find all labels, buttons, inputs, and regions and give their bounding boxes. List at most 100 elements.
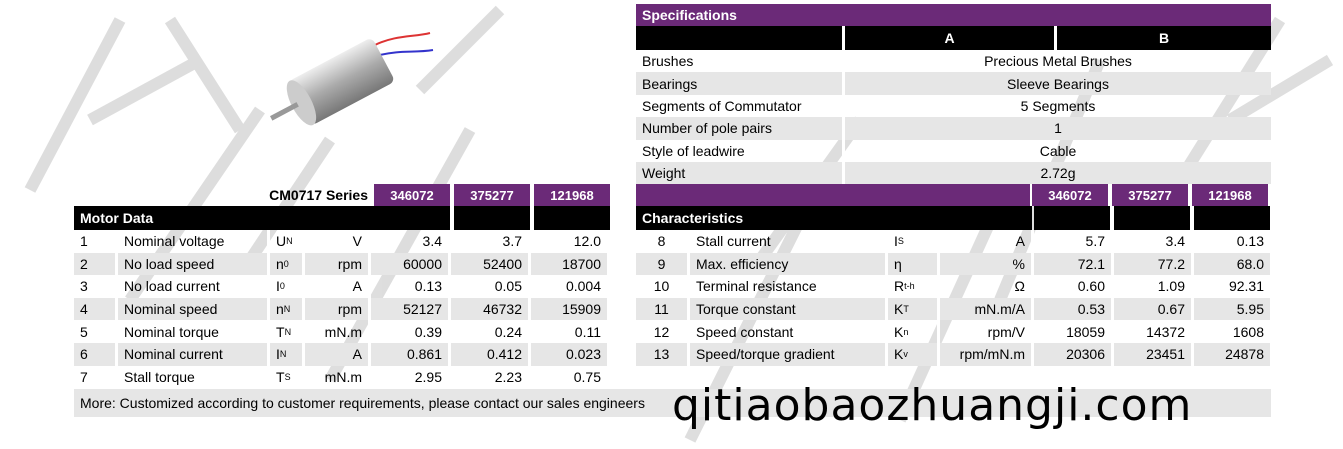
symbol-subscript: 0: [283, 258, 289, 269]
section-title: Characteristics: [636, 206, 1032, 230]
parameter-name: Nominal torque: [118, 320, 270, 343]
value: 20306: [1034, 343, 1114, 366]
table-row: 2 No load speed n 0 rpm 60000 52400 18700: [74, 252, 607, 276]
value: 12.0: [573, 233, 601, 250]
note-row: More: Customized according to customer r…: [74, 389, 1271, 417]
spec-label: Bearings: [636, 72, 845, 95]
symbol-subscript: S: [897, 236, 904, 247]
value: 1608: [1232, 323, 1264, 340]
symbol-letter: n: [276, 255, 284, 272]
spec-value: 1: [1054, 120, 1062, 137]
symbol-letter: K: [894, 323, 904, 340]
value: 0.13: [1236, 233, 1264, 250]
symbol-letter: K: [894, 346, 904, 363]
specifications-title: Specifications: [642, 7, 737, 23]
table-row: 3 No load current I 0 A 0.13 0.05 0.004: [74, 275, 607, 298]
unit: A: [305, 275, 371, 298]
spec-value: 2.72g: [1040, 165, 1076, 182]
value: 0.004: [565, 278, 601, 295]
symbol: η: [888, 252, 940, 276]
symbol-subscript: v: [903, 349, 908, 360]
row-number: 10: [636, 275, 690, 298]
symbol-subscript: N: [286, 236, 293, 247]
parameter-name: Torque constant: [690, 297, 888, 321]
row-number: 11: [636, 297, 690, 321]
value: 68.0: [1236, 255, 1264, 272]
parameter-name: Speed/torque gradient: [690, 343, 888, 366]
parameter-name: Speed constant: [690, 320, 888, 343]
value: 92.31: [1228, 278, 1264, 295]
motor-photo-icon: [270, 32, 434, 126]
motor_data-models-row: CM0717 Series 346072 375277 121968: [74, 184, 614, 206]
spec-row: Weight 2.72g: [636, 162, 1271, 185]
value: 0.05: [451, 275, 531, 298]
table-row: 9 Max. efficiency η% 72.1 77.2 68.0: [636, 252, 1270, 276]
value: 24878: [1225, 346, 1264, 363]
symbol-subscript: 0: [279, 281, 285, 292]
characteristics-title-row: Characteristics: [636, 206, 1274, 230]
parameter-name: Terminal resistance: [690, 275, 888, 298]
spec-row: Segments of Commutator 5 Segments: [636, 94, 1271, 118]
parameter-name: Nominal speed: [118, 297, 270, 321]
value: 15909: [562, 301, 601, 318]
model-header: 121968: [534, 184, 610, 206]
column-b: B: [1158, 30, 1170, 46]
symbol-letter: I: [894, 233, 898, 250]
symbol-letter: I: [276, 346, 280, 363]
symbol-letter: T: [276, 323, 285, 340]
unit: rpm: [305, 297, 371, 321]
unit: rpm: [305, 252, 371, 276]
value: 52400: [451, 252, 531, 276]
value: 72.1: [1034, 252, 1114, 276]
header-fill: [374, 206, 450, 230]
row-number: 3: [74, 275, 118, 298]
row-number: 1: [74, 230, 118, 253]
row-number: 12: [636, 320, 690, 343]
value: 1.09: [1114, 275, 1194, 298]
section-title: Motor Data: [74, 206, 374, 230]
symbol-letter: R: [894, 278, 905, 295]
symbol-letter: n: [276, 301, 284, 318]
value: 0.13: [371, 275, 451, 298]
value: 60000: [371, 252, 451, 276]
blank: [636, 26, 845, 50]
symbol-letter: I: [276, 278, 280, 295]
unit: Ω: [940, 275, 1034, 298]
value: 0.24: [451, 320, 531, 343]
row-number: 9: [636, 252, 690, 276]
row-number: 13: [636, 343, 690, 366]
value: 14372: [1114, 320, 1194, 343]
header-fill: [1114, 206, 1190, 230]
model-header: 375277: [1112, 184, 1188, 206]
spec-row: Number of pole pairs 1: [636, 117, 1271, 140]
symbol-letter: U: [276, 233, 287, 250]
value: 77.2: [1114, 252, 1194, 276]
value: 0.53: [1034, 297, 1114, 321]
value: 52127: [371, 297, 451, 321]
parameter-name: Stall torque: [118, 365, 270, 389]
unit: A: [305, 343, 371, 366]
header-fill: [454, 206, 530, 230]
unit: V: [305, 230, 371, 253]
unit: rpm/V: [940, 320, 1034, 343]
parameter-name: Max. efficiency: [690, 252, 888, 276]
spec-value: Sleeve Bearings: [1007, 75, 1109, 92]
model-header: 346072: [1032, 184, 1108, 206]
unit: mN.m: [305, 365, 371, 389]
value: 0.412: [451, 343, 531, 366]
watermark-text: qitiaobaozhuangji.com: [672, 380, 1193, 431]
specifications-header: Specifications: [636, 4, 1271, 26]
